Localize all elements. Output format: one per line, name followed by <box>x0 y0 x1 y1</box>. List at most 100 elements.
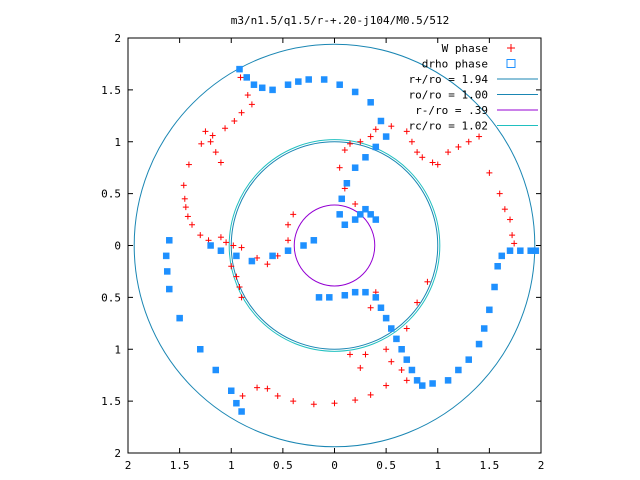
w-phase-point <box>264 385 271 392</box>
w-phase-point <box>274 392 281 399</box>
drho-phase-point <box>357 211 364 218</box>
drho-phase-point <box>475 340 483 348</box>
drho-phase-point <box>166 237 173 244</box>
w-phase-point <box>184 213 191 220</box>
w-phase-point <box>238 294 245 301</box>
w-phase-point <box>248 101 255 108</box>
drho-phase-point <box>465 356 472 363</box>
w-phase-point <box>507 216 514 223</box>
w-phase-point <box>367 304 374 311</box>
w-phase-point <box>476 133 483 140</box>
reference-circle <box>133 43 536 448</box>
w-phase-point <box>202 128 209 135</box>
w-phase-point <box>414 149 421 156</box>
w-phase-point <box>285 221 292 228</box>
w-phase-point <box>236 284 243 290</box>
drho-phase-point <box>372 143 380 151</box>
w-phase-point <box>209 132 216 139</box>
legend-label: W phase <box>442 42 488 55</box>
w-phase-point <box>212 149 219 156</box>
drho-phase-point <box>295 78 302 85</box>
w-phase-point <box>398 367 405 373</box>
w-phase-point <box>341 147 348 154</box>
w-phase-point <box>223 239 230 246</box>
x-tick-label: 0 <box>331 459 338 472</box>
y-axis-ticks: 2 1.5 1 0.5 0 0.5 1 1.5 2 <box>101 32 541 460</box>
w-phase-point <box>285 237 292 244</box>
w-phase-point <box>352 201 359 207</box>
w-phase-point <box>185 161 192 168</box>
drho-phase-point <box>351 216 359 223</box>
x-tick-label: 2 <box>125 459 132 472</box>
w-phase-point <box>182 204 189 211</box>
w-phase-point <box>228 263 235 270</box>
y-tick-label: 2 <box>114 447 121 460</box>
drho-phase-point <box>498 252 506 260</box>
drho-phase-point <box>367 99 374 106</box>
y-tick-label: 2 <box>114 32 121 45</box>
drho-phase-point <box>233 252 240 260</box>
legend-symbol-plus <box>507 44 515 52</box>
drho-phase-point <box>382 133 390 140</box>
y-tick-label: 1 <box>114 343 121 356</box>
drho-phase-point <box>326 294 333 301</box>
reference-circle <box>228 139 441 352</box>
w-phase-point <box>197 232 204 239</box>
x-tick-label: 1 <box>228 459 235 472</box>
drho-phase-point <box>532 247 540 254</box>
drho-phase-point <box>338 195 345 203</box>
chart-title: m3/n1.5/q1.5/r-+.20-j104/M0.5/512 <box>231 14 450 27</box>
w-phase-point <box>238 109 245 116</box>
drho-phase-point <box>207 242 214 249</box>
w-phase-point <box>198 140 205 147</box>
scatter-series <box>162 65 540 415</box>
drho-phase-point <box>372 294 380 301</box>
w-phase-point <box>383 382 390 389</box>
x-axis-ticks: 2 1.5 1 0.5 0 0.5 1 1.5 2 <box>125 38 545 472</box>
w-phase-point <box>254 384 261 391</box>
drho-phase-point <box>310 237 318 244</box>
w-phase-point <box>238 244 245 251</box>
drho-phase-point <box>377 117 385 125</box>
drho-phase-point <box>408 366 416 374</box>
drho-phase-point <box>341 221 349 228</box>
drho-phase-point <box>367 211 374 218</box>
drho-phase-point <box>248 257 256 265</box>
drho-phase-point <box>250 81 258 88</box>
y-tick-label: 0.5 <box>101 188 121 201</box>
w-phase-point <box>290 211 297 218</box>
drho-phase-point <box>284 247 292 254</box>
w-phase-point <box>231 118 238 124</box>
drho-phase-point <box>517 247 524 254</box>
w-phase-point <box>207 138 214 145</box>
reference-circle <box>293 204 376 287</box>
w-phase-point <box>403 128 410 135</box>
w-phase-point <box>357 138 364 145</box>
x-tick-label: 1.5 <box>170 459 190 472</box>
w-phase-point <box>403 377 410 384</box>
w-phase-point <box>237 74 244 81</box>
drho-phase-point <box>336 211 343 218</box>
drho-phase-point <box>419 382 426 389</box>
w-phase-point <box>357 364 364 371</box>
w-phase-point <box>180 182 187 189</box>
w-phase-point <box>445 149 452 156</box>
w-phase-point <box>264 261 271 268</box>
x-tick-label: 2 <box>538 459 545 472</box>
reference-circle <box>230 141 439 350</box>
w-phase-point <box>403 325 410 332</box>
drho-phase-point <box>382 314 390 322</box>
drho-phase-point <box>429 380 436 387</box>
drho-phase-point <box>362 205 369 213</box>
w-phase-point <box>230 242 237 249</box>
drho-phase-point <box>403 356 411 363</box>
drho-phase-point <box>494 263 501 270</box>
x-tick-label: 1 <box>434 459 441 472</box>
drho-phase-point <box>166 285 173 293</box>
w-phase-point <box>434 161 441 168</box>
w-phase-point <box>455 143 462 150</box>
drho-phase-point <box>393 335 400 343</box>
w-phase-point <box>419 154 426 161</box>
w-phase-point <box>383 346 390 353</box>
